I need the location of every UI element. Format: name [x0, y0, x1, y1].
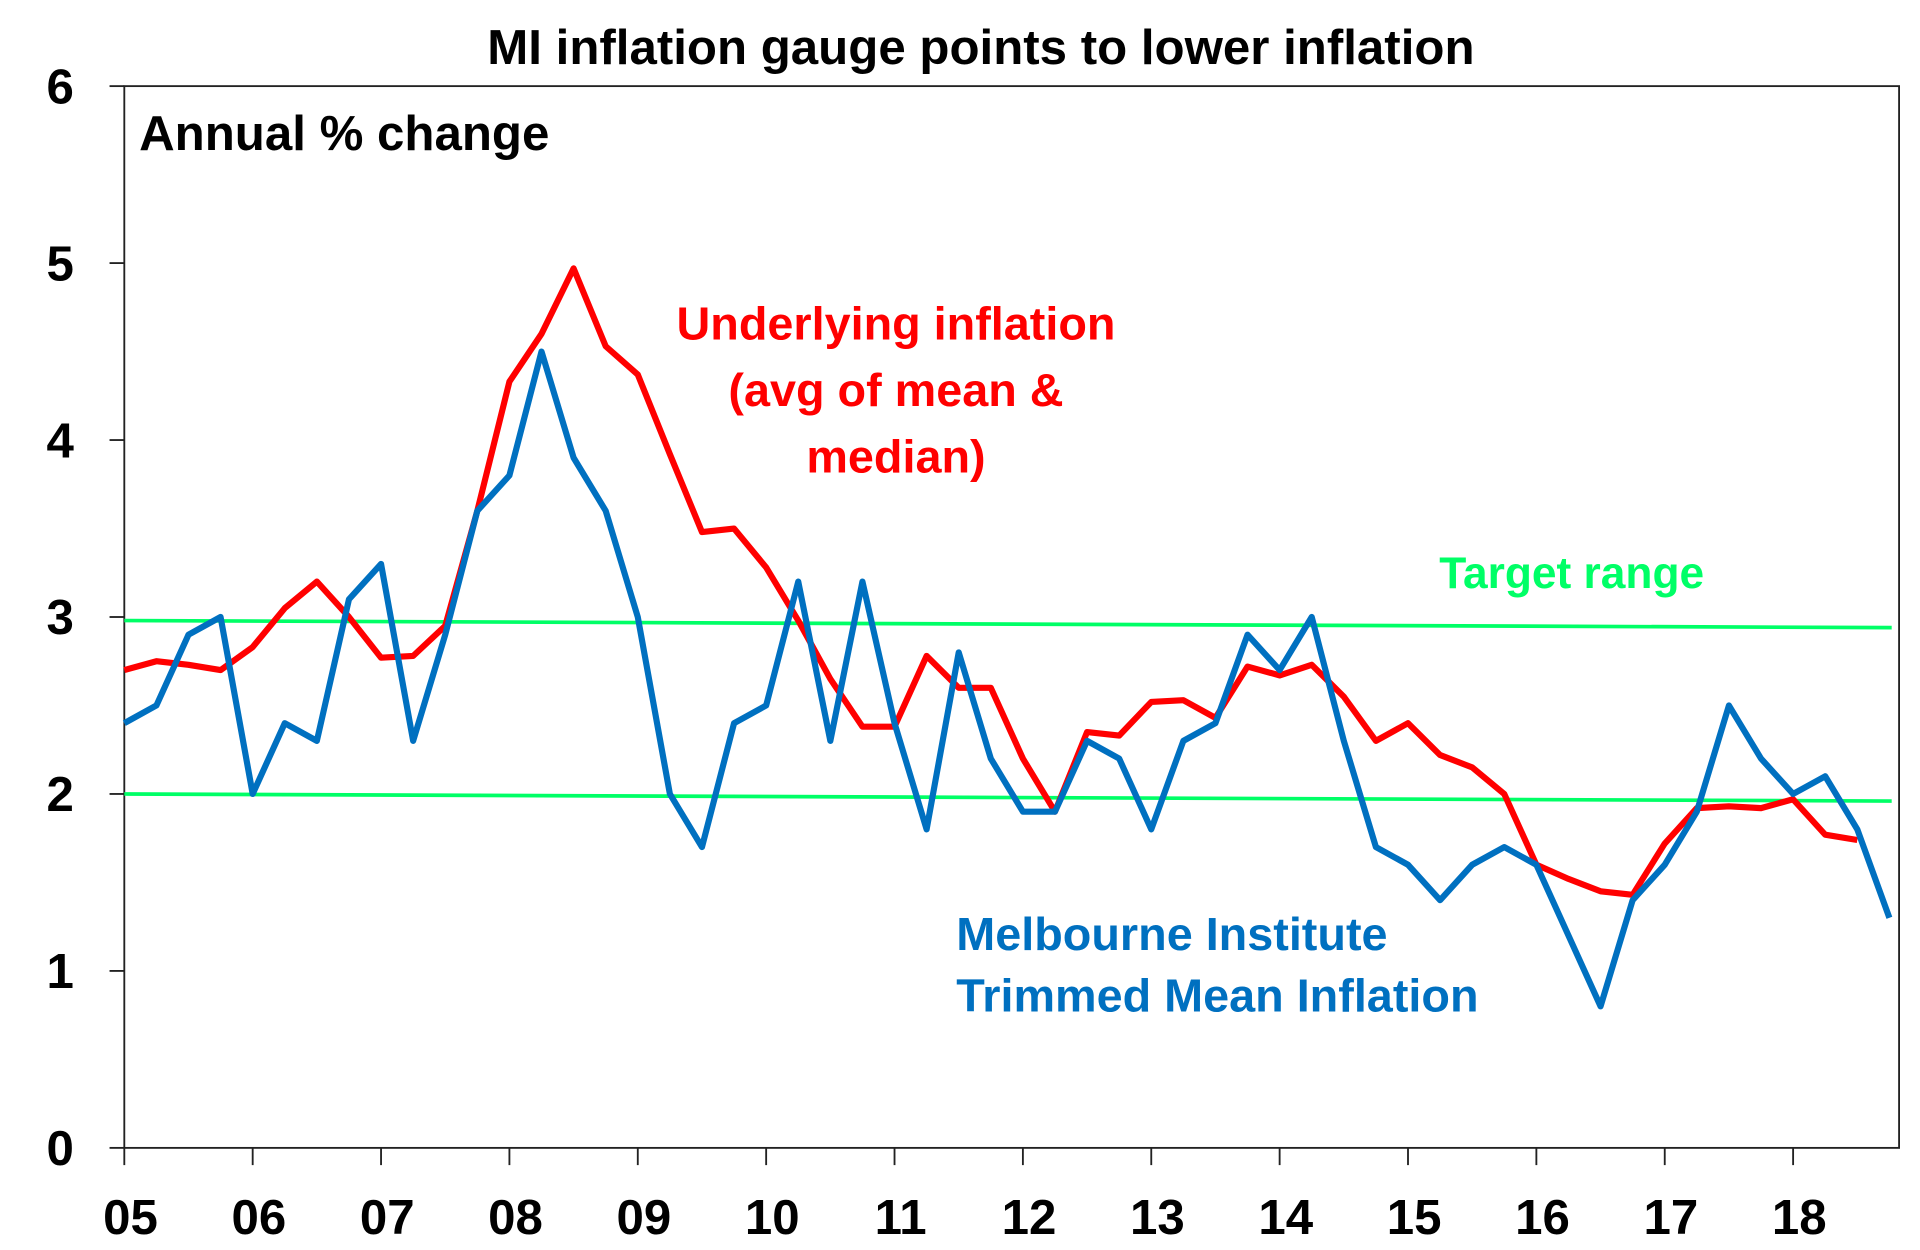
y-tick-label: 0	[46, 1121, 73, 1176]
series-label-1: Melbourne Institute	[956, 908, 1387, 960]
series-line-1	[122, 348, 1893, 1010]
chart-title: MI inflation gauge points to lower infla…	[487, 20, 1474, 75]
y-axis-label: Annual % change	[139, 106, 549, 161]
series-label-0: Underlying inflation	[676, 298, 1115, 350]
y-tick-label: 5	[46, 236, 73, 291]
x-tick-label: 12	[1002, 1190, 1057, 1245]
target-range-upper-line	[124, 618, 1892, 630]
x-tick-label: 08	[488, 1190, 543, 1245]
y-tick-label: 3	[46, 590, 73, 645]
x-tick-label: 15	[1387, 1190, 1442, 1245]
x-tick-label: 10	[745, 1190, 800, 1245]
x-tick-label: 16	[1515, 1190, 1570, 1245]
target-range-label: Target range	[1439, 549, 1704, 598]
series-label-0: median)	[806, 430, 985, 482]
y-tick-label: 2	[46, 767, 73, 822]
y-tick-label: 6	[46, 59, 73, 114]
x-tick-label: 18	[1772, 1190, 1827, 1245]
x-tick-label: 06	[231, 1190, 286, 1245]
series-label-0: (avg of mean &	[728, 364, 1063, 416]
y-tick-label: 1	[46, 944, 73, 999]
x-tick-label: 17	[1644, 1190, 1699, 1245]
x-tick-label: 13	[1130, 1190, 1185, 1245]
x-tick-label: 07	[360, 1190, 415, 1245]
x-tick-label: 11	[875, 1190, 927, 1245]
x-tick-label: 14	[1258, 1190, 1313, 1245]
y-tick-label: 4	[46, 413, 74, 468]
x-tick-label: 05	[103, 1190, 158, 1245]
series-label-1: Trimmed Mean Inflation	[956, 969, 1478, 1021]
x-tick-label: 09	[617, 1190, 672, 1245]
target-range-lower-line	[124, 792, 1892, 803]
